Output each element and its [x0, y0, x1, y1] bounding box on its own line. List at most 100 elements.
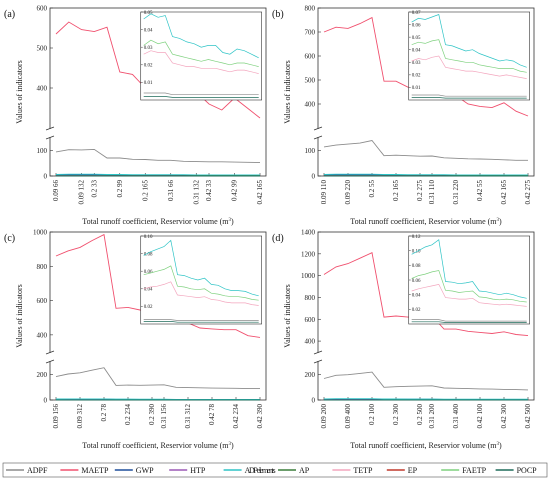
y-tick-label: 600 [305, 316, 316, 324]
inset-chart: 0.020.040.060.080.100.12 [408, 235, 530, 325]
y-tick-label: 0 [44, 397, 48, 405]
x-tick-label: 0.31 156 [160, 404, 168, 429]
legend-entry-label: GWP [136, 466, 154, 475]
legend-entry-label: FAETP [462, 466, 486, 475]
inset-series-line-pocp [143, 96, 259, 98]
inset-y-tick-label: 0.08 [412, 264, 421, 269]
axis-break-mark [45, 135, 55, 140]
inset-chart: 0.01 0.02 0.03 0.04 0.05 0.06 0.07 [408, 11, 530, 101]
x-axis-label: Total runoff coefficient, Reservior volu… [350, 217, 502, 226]
y-tick-label: 1400 [301, 229, 316, 237]
x-tick-label: 0.42 390 [256, 404, 264, 429]
x-axis-label: Total runoff coefficient, Reservior volu… [82, 217, 234, 226]
axis-break-mark [313, 126, 323, 131]
x-tick-label: 0.31 66 [167, 180, 175, 202]
x-tick-label: 0.42 275 [524, 180, 532, 205]
inset-y-tick-label: 0.07 [412, 11, 421, 16]
series-line-adpf [55, 148, 261, 164]
x-tick-label: 0.42 33 [205, 180, 213, 202]
inset-y-tick-label: 0.04 [144, 288, 153, 293]
x-tick-label: 0.2 100 [368, 404, 376, 426]
inset-y-tick-label: 0.02 [412, 308, 421, 313]
series-line-adp-elements [55, 173, 260, 176]
legend-entry-label: POCP [517, 466, 538, 475]
inset-series-line-adpf [411, 94, 527, 97]
y-tick-label: 0 [44, 173, 48, 181]
x-axis-label-sup: 3 [229, 442, 232, 447]
axis-break-mark [313, 359, 323, 364]
x-axis-label-sup: 3 [229, 218, 232, 223]
inset-series-line-adp-elements [411, 239, 527, 299]
inset-y-tick-label: 0.10 [144, 235, 153, 240]
inset-series-line-tetp [143, 281, 259, 306]
inset-y-tick-label: 0.06 [412, 279, 421, 284]
inset-frame [408, 235, 530, 325]
legend-entry-label: TETP [353, 466, 373, 475]
x-tick-label: 0.42 78 [208, 404, 216, 426]
y-tick-label: 1000 [301, 272, 316, 280]
legend: ADPF MAETP GWP HTP ADP elements AP TETP EP FAETP… [2, 462, 548, 478]
inset-y-tick-label: 0.04 [412, 293, 421, 298]
inset-series-line-adpf [143, 92, 259, 96]
axis-break-gap [47, 129, 53, 137]
inset-y-tick-label: 0.01 [412, 86, 421, 91]
inset-frame [408, 11, 530, 101]
y-tick-label: 600 [37, 297, 48, 305]
x-tick-label: 0.42 100 [476, 404, 484, 429]
x-axis-label-end: ) [499, 217, 502, 226]
inset-y-tick-label: 0.03 [412, 61, 421, 66]
x-tick-label: 0.2 165 [141, 180, 149, 202]
y-tick-label: 0 [312, 397, 316, 405]
y-tick-label: 800 [305, 5, 316, 13]
inset-y-tick-label: 0.02 [412, 74, 421, 79]
inset-chart: 0.01 0.02 0.03 0.04 0.05 [140, 11, 262, 101]
x-tick-label: 0.2 300 [392, 404, 400, 426]
x-axis-label-sup: 3 [497, 442, 500, 447]
inset-series-line-tetp [411, 55, 527, 79]
y-tick-label: 400 [37, 85, 48, 93]
x-tick-label: 0.31 312 [184, 404, 192, 429]
x-tick-label: 0.09 156 [52, 404, 60, 429]
x-tick-label: 0.2 78 [100, 404, 108, 422]
y-axis-label: Values of indicators [283, 284, 292, 348]
inset-series-line-adp-elements [143, 13, 259, 59]
legend-entry-label: ADPF [27, 466, 48, 475]
y-tick-label: 400 [37, 331, 48, 339]
series-line-adp-elements [323, 173, 528, 176]
x-tick-label: 0.09 312 [76, 404, 84, 429]
panel-label: (c) [4, 233, 15, 244]
y-axis-label: Values of indicators [283, 60, 292, 124]
x-axis-label: Total runoff coefficient, Reservior volu… [82, 441, 234, 450]
inset-series-line-adp-elements [411, 14, 527, 68]
inset-frame [140, 235, 262, 325]
inset-series-line-faetp [411, 39, 527, 73]
x-tick-label: 0.42 55 [476, 180, 484, 202]
inset-series-line-pocp [143, 321, 259, 323]
y-tick-label: 400 [305, 338, 316, 346]
inset-y-tick-label: 0.03 [144, 46, 153, 51]
panel-label: (b) [272, 9, 284, 20]
inset-y-tick-label: 0.01 [144, 81, 153, 86]
inset-y-tick-label: 0.04 [412, 49, 421, 54]
legend-box [2, 462, 548, 478]
inset-series-line-tetp [143, 50, 259, 74]
x-tick-label: 0.31 200 [428, 404, 436, 429]
axis-break-mark [45, 359, 55, 364]
panel-d: (d) 400 600 800 1000 1200 1400 0 200 Values of in… [272, 229, 535, 450]
x-tick-label: 0.2 55 [368, 180, 376, 198]
y-tick-label: 700 [305, 29, 316, 37]
y-tick-label: 600 [305, 53, 316, 61]
y-axis-label: Values of indicators [15, 60, 24, 124]
axis-break-gap [47, 353, 53, 361]
x-axis-label-end: ) [231, 217, 234, 226]
inset-y-tick-label: 0.06 [412, 23, 421, 28]
x-axis-label-sup: 3 [497, 218, 500, 223]
x-axis-label: Total runoff coefficient, Reservior volu… [350, 441, 502, 450]
panel-c: (c) 400 600 800 1000 0 200 Values of indicators… [4, 229, 267, 450]
x-tick-label: 0.42 165 [256, 180, 264, 205]
inset-series-line-pocp [411, 321, 527, 323]
x-axis-label-main: Total runoff coefficient, Reservior volu… [82, 441, 229, 450]
y-tick-label: 0 [312, 173, 316, 181]
x-tick-label: 0.09 200 [320, 404, 328, 429]
x-tick-label: 0.2 234 [124, 404, 132, 426]
